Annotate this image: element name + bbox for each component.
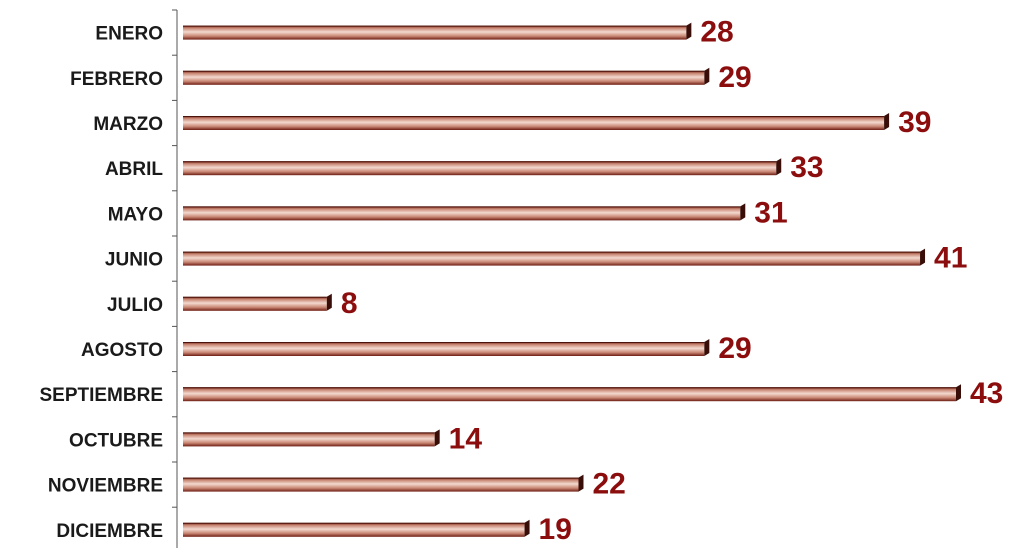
bar	[183, 474, 584, 492]
category-label: DICIEMBRE	[56, 521, 163, 542]
value-label: 28	[700, 16, 733, 49]
category-label: MAYO	[108, 204, 163, 225]
category-label: AGOSTO	[81, 340, 163, 361]
bar	[183, 113, 890, 130]
category-label: OCTUBRE	[69, 430, 163, 451]
bar	[183, 248, 926, 266]
bar	[183, 339, 710, 356]
bar-series	[183, 22, 961, 537]
bar	[183, 158, 782, 176]
axis-ticks	[172, 9, 177, 508]
value-label: 31	[754, 196, 787, 229]
value-label: 29	[718, 61, 751, 94]
category-label: NOVIEMBRE	[48, 476, 163, 497]
value-label: 29	[718, 332, 751, 365]
value-label: 39	[898, 106, 931, 139]
value-label: 33	[790, 151, 823, 184]
category-label: JULIO	[107, 295, 163, 316]
value-label: 19	[539, 513, 572, 546]
value-label: 8	[341, 287, 358, 320]
value-label: 41	[934, 242, 967, 275]
bar	[183, 22, 692, 40]
bar	[183, 429, 440, 447]
bar	[183, 67, 710, 85]
category-label: ABRIL	[105, 159, 163, 180]
category-label: JUNIO	[105, 250, 163, 271]
bar	[183, 519, 530, 537]
category-label: SEPTIEMBRE	[39, 385, 163, 406]
bar	[183, 203, 746, 221]
value-label: 43	[970, 377, 1003, 410]
category-label: FEBRERO	[70, 69, 163, 90]
value-label: 14	[449, 422, 483, 455]
category-label: ENERO	[95, 24, 163, 45]
category-label: MARZO	[93, 114, 163, 135]
bar	[183, 384, 961, 402]
category-labels: ENERO FEBRERO MARZO ABRIL MAYO JUNIO JULIO AGOS…	[39, 24, 163, 542]
bar	[183, 293, 332, 311]
value-label: 22	[592, 468, 625, 501]
